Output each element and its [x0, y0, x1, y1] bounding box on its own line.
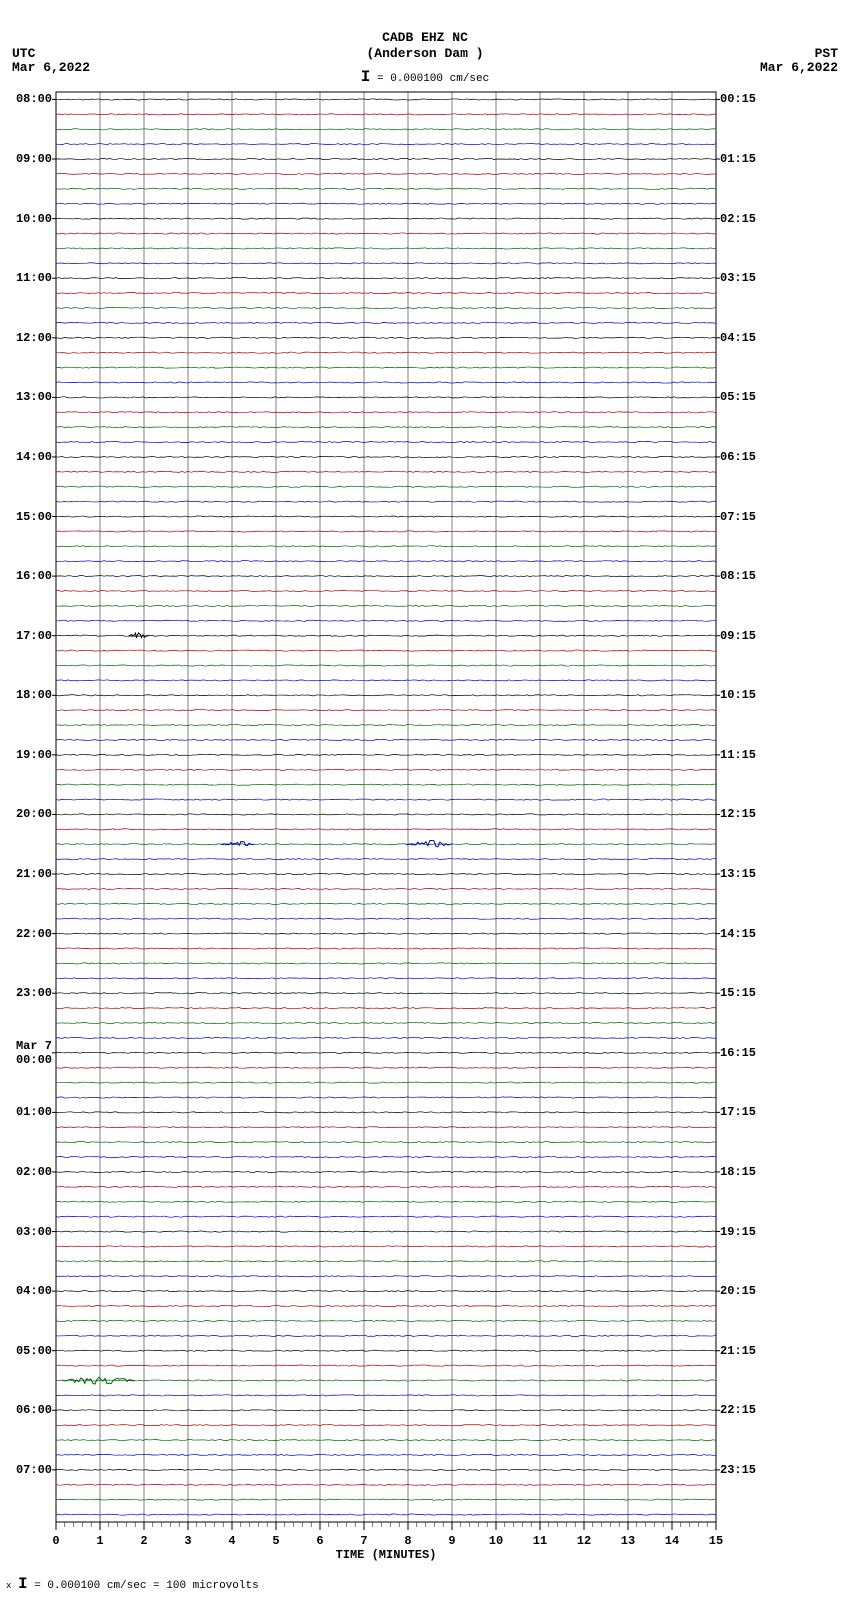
pst-time-label: 13:15: [720, 867, 756, 881]
footer-scale: x I = 0.000100 cm/sec = 100 microvolts: [6, 1575, 259, 1593]
utc-time-label: 12:00: [2, 331, 52, 345]
station-title: CADB EHZ NC: [0, 30, 850, 45]
utc-time-label: 21:00: [2, 867, 52, 881]
seismogram-svg: [56, 92, 716, 1538]
utc-time-label: 16:00: [2, 569, 52, 583]
x-tick-label: 14: [665, 1534, 679, 1548]
pst-time-label: 18:15: [720, 1165, 756, 1179]
pst-time-label: 20:15: [720, 1284, 756, 1298]
utc-time-label: 13:00: [2, 390, 52, 404]
x-tick-label: 6: [316, 1534, 323, 1548]
x-tick-label: 12: [577, 1534, 591, 1548]
utc-time-label: 02:00: [2, 1165, 52, 1179]
x-tick-label: 2: [140, 1534, 147, 1548]
utc-time-label: 22:00: [2, 927, 52, 941]
utc-time-label: 18:00: [2, 688, 52, 702]
x-axis-label: TIME (MINUTES): [56, 1548, 716, 1562]
station-location: (Anderson Dam ): [0, 46, 850, 61]
x-tick-label: 8: [404, 1534, 411, 1548]
pst-time-label: 16:15: [720, 1046, 756, 1060]
x-tick-label: 3: [184, 1534, 191, 1548]
pst-time-label: 14:15: [720, 927, 756, 941]
pst-time-label: 10:15: [720, 688, 756, 702]
pst-time-label: 21:15: [720, 1344, 756, 1358]
utc-time-label: 09:00: [2, 152, 52, 166]
utc-time-label: 14:00: [2, 450, 52, 464]
utc-time-label: 17:00: [2, 629, 52, 643]
pst-time-label: 11:15: [720, 748, 756, 762]
x-tick-label: 0: [52, 1534, 59, 1548]
pst-time-label: 17:15: [720, 1105, 756, 1119]
pst-time-label: 23:15: [720, 1463, 756, 1477]
x-tick-label: 4: [228, 1534, 235, 1548]
pst-time-label: 01:15: [720, 152, 756, 166]
utc-time-label: 20:00: [2, 807, 52, 821]
pst-time-label: 06:15: [720, 450, 756, 464]
pst-time-label: 19:15: [720, 1225, 756, 1239]
utc-time-label: 08:00: [2, 92, 52, 106]
scale-indicator-top: I = 0.000100 cm/sec: [0, 68, 850, 86]
pst-time-label: 02:15: [720, 212, 756, 226]
utc-time-label: 15:00: [2, 510, 52, 524]
x-tick-label: 1: [96, 1534, 103, 1548]
utc-time-label: 11:00: [2, 271, 52, 285]
x-tick-label: 13: [621, 1534, 635, 1548]
pst-time-label: 08:15: [720, 569, 756, 583]
utc-time-label: 10:00: [2, 212, 52, 226]
utc-time-label: 01:00: [2, 1105, 52, 1119]
utc-time-label: 04:00: [2, 1284, 52, 1298]
pst-time-label: 12:15: [720, 807, 756, 821]
pst-time-label: 09:15: [720, 629, 756, 643]
x-tick-label: 7: [360, 1534, 367, 1548]
utc-time-label: 03:00: [2, 1225, 52, 1239]
x-tick-label: 11: [533, 1534, 547, 1548]
seismogram-plot: 08:0009:0010:0011:0012:0013:0014:0015:00…: [56, 92, 716, 1522]
x-tick-label: 15: [709, 1534, 723, 1548]
pst-time-label: 03:15: [720, 271, 756, 285]
utc-time-label: 23:00: [2, 986, 52, 1000]
utc-time-label: 07:00: [2, 1463, 52, 1477]
pst-time-label: 15:15: [720, 986, 756, 1000]
utc-time-label: 06:00: [2, 1403, 52, 1417]
pst-time-label: 00:15: [720, 92, 756, 106]
x-tick-label: 9: [448, 1534, 455, 1548]
x-tick-label: 5: [272, 1534, 279, 1548]
utc-time-label: 05:00: [2, 1344, 52, 1358]
pst-time-label: 04:15: [720, 331, 756, 345]
utc-time-label: 19:00: [2, 748, 52, 762]
pst-time-label: 05:15: [720, 390, 756, 404]
x-tick-label: 10: [489, 1534, 503, 1548]
utc-time-label: Mar 700:00: [2, 1039, 52, 1067]
pst-time-label: 22:15: [720, 1403, 756, 1417]
pst-time-label: 07:15: [720, 510, 756, 524]
